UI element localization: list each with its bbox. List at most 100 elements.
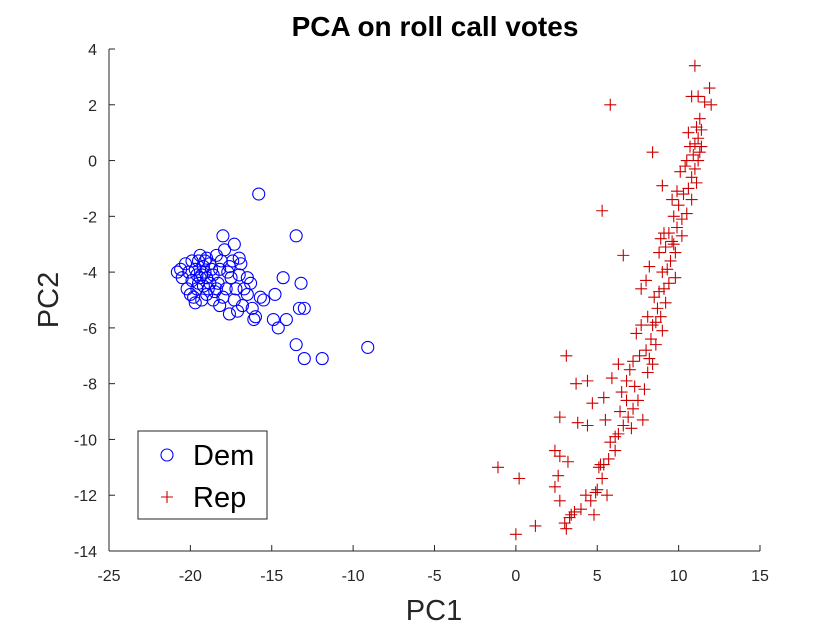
rep-point — [643, 260, 656, 273]
rep-point — [649, 338, 662, 351]
rep-point — [646, 146, 659, 159]
rep-point — [627, 402, 640, 415]
rep-point — [599, 413, 612, 426]
x-tick-label: -15 — [260, 568, 283, 585]
rep-point — [622, 411, 635, 424]
dem-point — [170, 265, 184, 279]
dem-point — [200, 271, 214, 285]
dem-point — [218, 243, 232, 257]
rep-point — [693, 112, 706, 125]
rep-point — [591, 483, 604, 496]
rep-point — [635, 282, 648, 295]
series-rep — [491, 59, 718, 541]
dem-point — [247, 312, 261, 327]
rep-point — [703, 82, 716, 95]
rep-point — [672, 199, 685, 212]
rep-point — [609, 444, 622, 457]
dem-point — [200, 251, 214, 265]
dem-point — [174, 262, 188, 276]
rep-point — [630, 327, 643, 340]
dem-point — [198, 254, 212, 268]
rep-point — [643, 352, 656, 365]
rep-point — [625, 422, 638, 435]
dem-point — [209, 282, 223, 296]
dem-point — [190, 268, 204, 282]
rep-point — [509, 528, 522, 541]
dem-point — [232, 251, 246, 265]
rep-point — [581, 419, 594, 432]
dem-point — [297, 301, 311, 315]
y-tick-label: 4 — [88, 42, 97, 59]
rep-point — [558, 517, 571, 530]
dem-point — [248, 310, 263, 324]
rep-point — [659, 241, 672, 254]
rep-point — [692, 154, 705, 167]
rep-point — [628, 380, 641, 393]
rep-point — [666, 235, 679, 248]
x-tick-label: 15 — [751, 568, 769, 585]
rep-point — [609, 430, 622, 443]
rep-point — [617, 249, 630, 262]
x-tick-label: -20 — [179, 568, 202, 585]
rep-point — [695, 123, 708, 136]
rep-point — [664, 254, 677, 267]
rep-point — [560, 522, 573, 535]
rep-point — [596, 472, 609, 485]
dem-point — [289, 229, 303, 243]
y-tick-label: -8 — [83, 377, 97, 394]
y-tick-label: -12 — [74, 488, 97, 505]
rep-point — [529, 519, 542, 532]
rep-point — [661, 263, 674, 276]
y-tick-label: -6 — [83, 321, 97, 338]
rep-point — [612, 358, 625, 371]
x-axis-ticks: -25 -20 -15 -10 -5 0 5 10 15 — [97, 545, 769, 585]
rep-point — [646, 319, 659, 332]
chart-title: PCA on roll call votes — [292, 11, 579, 42]
rep-point — [685, 171, 698, 184]
rep-point — [688, 162, 701, 175]
rep-point — [680, 207, 693, 220]
dem-point — [232, 268, 246, 282]
dem-point — [227, 293, 241, 307]
dem-point — [222, 307, 236, 321]
dem-point — [257, 293, 271, 307]
rep-point — [640, 344, 653, 357]
dem-point — [315, 352, 329, 366]
rep-point — [690, 176, 703, 189]
dem-point — [196, 279, 210, 293]
rep-point — [631, 394, 644, 407]
rep-point — [705, 98, 718, 111]
rep-point — [669, 271, 682, 284]
dem-point — [297, 352, 311, 366]
rep-point — [675, 213, 688, 226]
rep-point — [656, 324, 669, 337]
rep-point — [587, 508, 600, 521]
rep-point — [656, 179, 669, 192]
rep-point — [617, 419, 630, 432]
x-tick-label: -10 — [342, 568, 365, 585]
rep-point — [692, 132, 705, 145]
rep-point — [656, 266, 669, 279]
rep-point — [602, 452, 615, 465]
rep-point — [685, 90, 698, 103]
rep-point — [644, 333, 657, 346]
rep-point — [553, 450, 566, 463]
rep-point — [596, 204, 609, 217]
rep-point — [674, 165, 687, 178]
dem-point — [276, 271, 290, 285]
legend-marker-rep — [161, 491, 173, 503]
rep-point — [698, 95, 711, 108]
rep-point — [615, 386, 628, 399]
legend-label-rep: Rep — [193, 482, 246, 514]
x-tick-label: -5 — [427, 568, 441, 585]
rep-point — [635, 319, 648, 332]
rep-point — [675, 229, 688, 242]
rep-point — [688, 137, 701, 150]
rep-point — [565, 508, 578, 521]
rep-point — [687, 148, 700, 161]
rep-point — [670, 185, 683, 198]
rep-point — [666, 193, 679, 206]
rep-point — [688, 59, 701, 72]
rep-point — [649, 316, 662, 329]
rep-point — [553, 494, 566, 507]
